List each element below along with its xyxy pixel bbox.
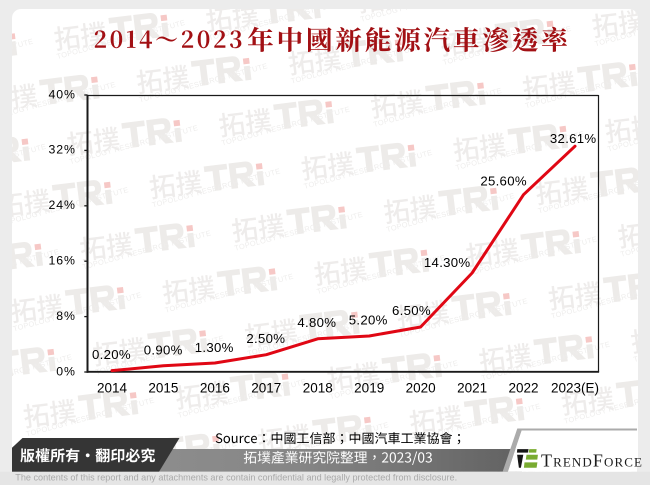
svg-text:2021: 2021: [457, 381, 487, 396]
svg-text:The contents of this report an: The contents of this report and any atta…: [15, 473, 457, 483]
svg-text:TrendForce: TrendForce: [541, 450, 643, 470]
svg-text:2020: 2020: [406, 381, 436, 396]
svg-text:32.61%: 32.61%: [550, 131, 597, 146]
svg-text:8%: 8%: [56, 309, 76, 323]
svg-text:2022: 2022: [508, 381, 538, 396]
svg-text:2017: 2017: [251, 381, 281, 396]
svg-text:2014: 2014: [97, 381, 128, 396]
svg-text:2019: 2019: [354, 381, 384, 396]
svg-text:32%: 32%: [48, 143, 75, 157]
svg-text:16%: 16%: [48, 254, 75, 268]
svg-text:2023(E): 2023(E): [551, 381, 599, 396]
svg-text:1.30%: 1.30%: [195, 340, 234, 355]
svg-text:0.20%: 0.20%: [92, 347, 131, 362]
svg-text:25.60%: 25.60%: [480, 173, 527, 188]
svg-text:0%: 0%: [56, 364, 76, 378]
svg-text:2.50%: 2.50%: [246, 331, 285, 346]
svg-text:24%: 24%: [48, 198, 75, 212]
svg-text:40%: 40%: [48, 87, 75, 101]
svg-text:4.80%: 4.80%: [297, 315, 336, 330]
svg-text:6.50%: 6.50%: [392, 303, 431, 318]
svg-text:2016: 2016: [200, 381, 230, 396]
svg-text:14.30%: 14.30%: [424, 255, 471, 270]
svg-text:0.90%: 0.90%: [144, 342, 183, 357]
svg-text:2018: 2018: [303, 381, 333, 396]
svg-text:5.20%: 5.20%: [349, 313, 388, 328]
svg-text:2015: 2015: [148, 381, 178, 396]
